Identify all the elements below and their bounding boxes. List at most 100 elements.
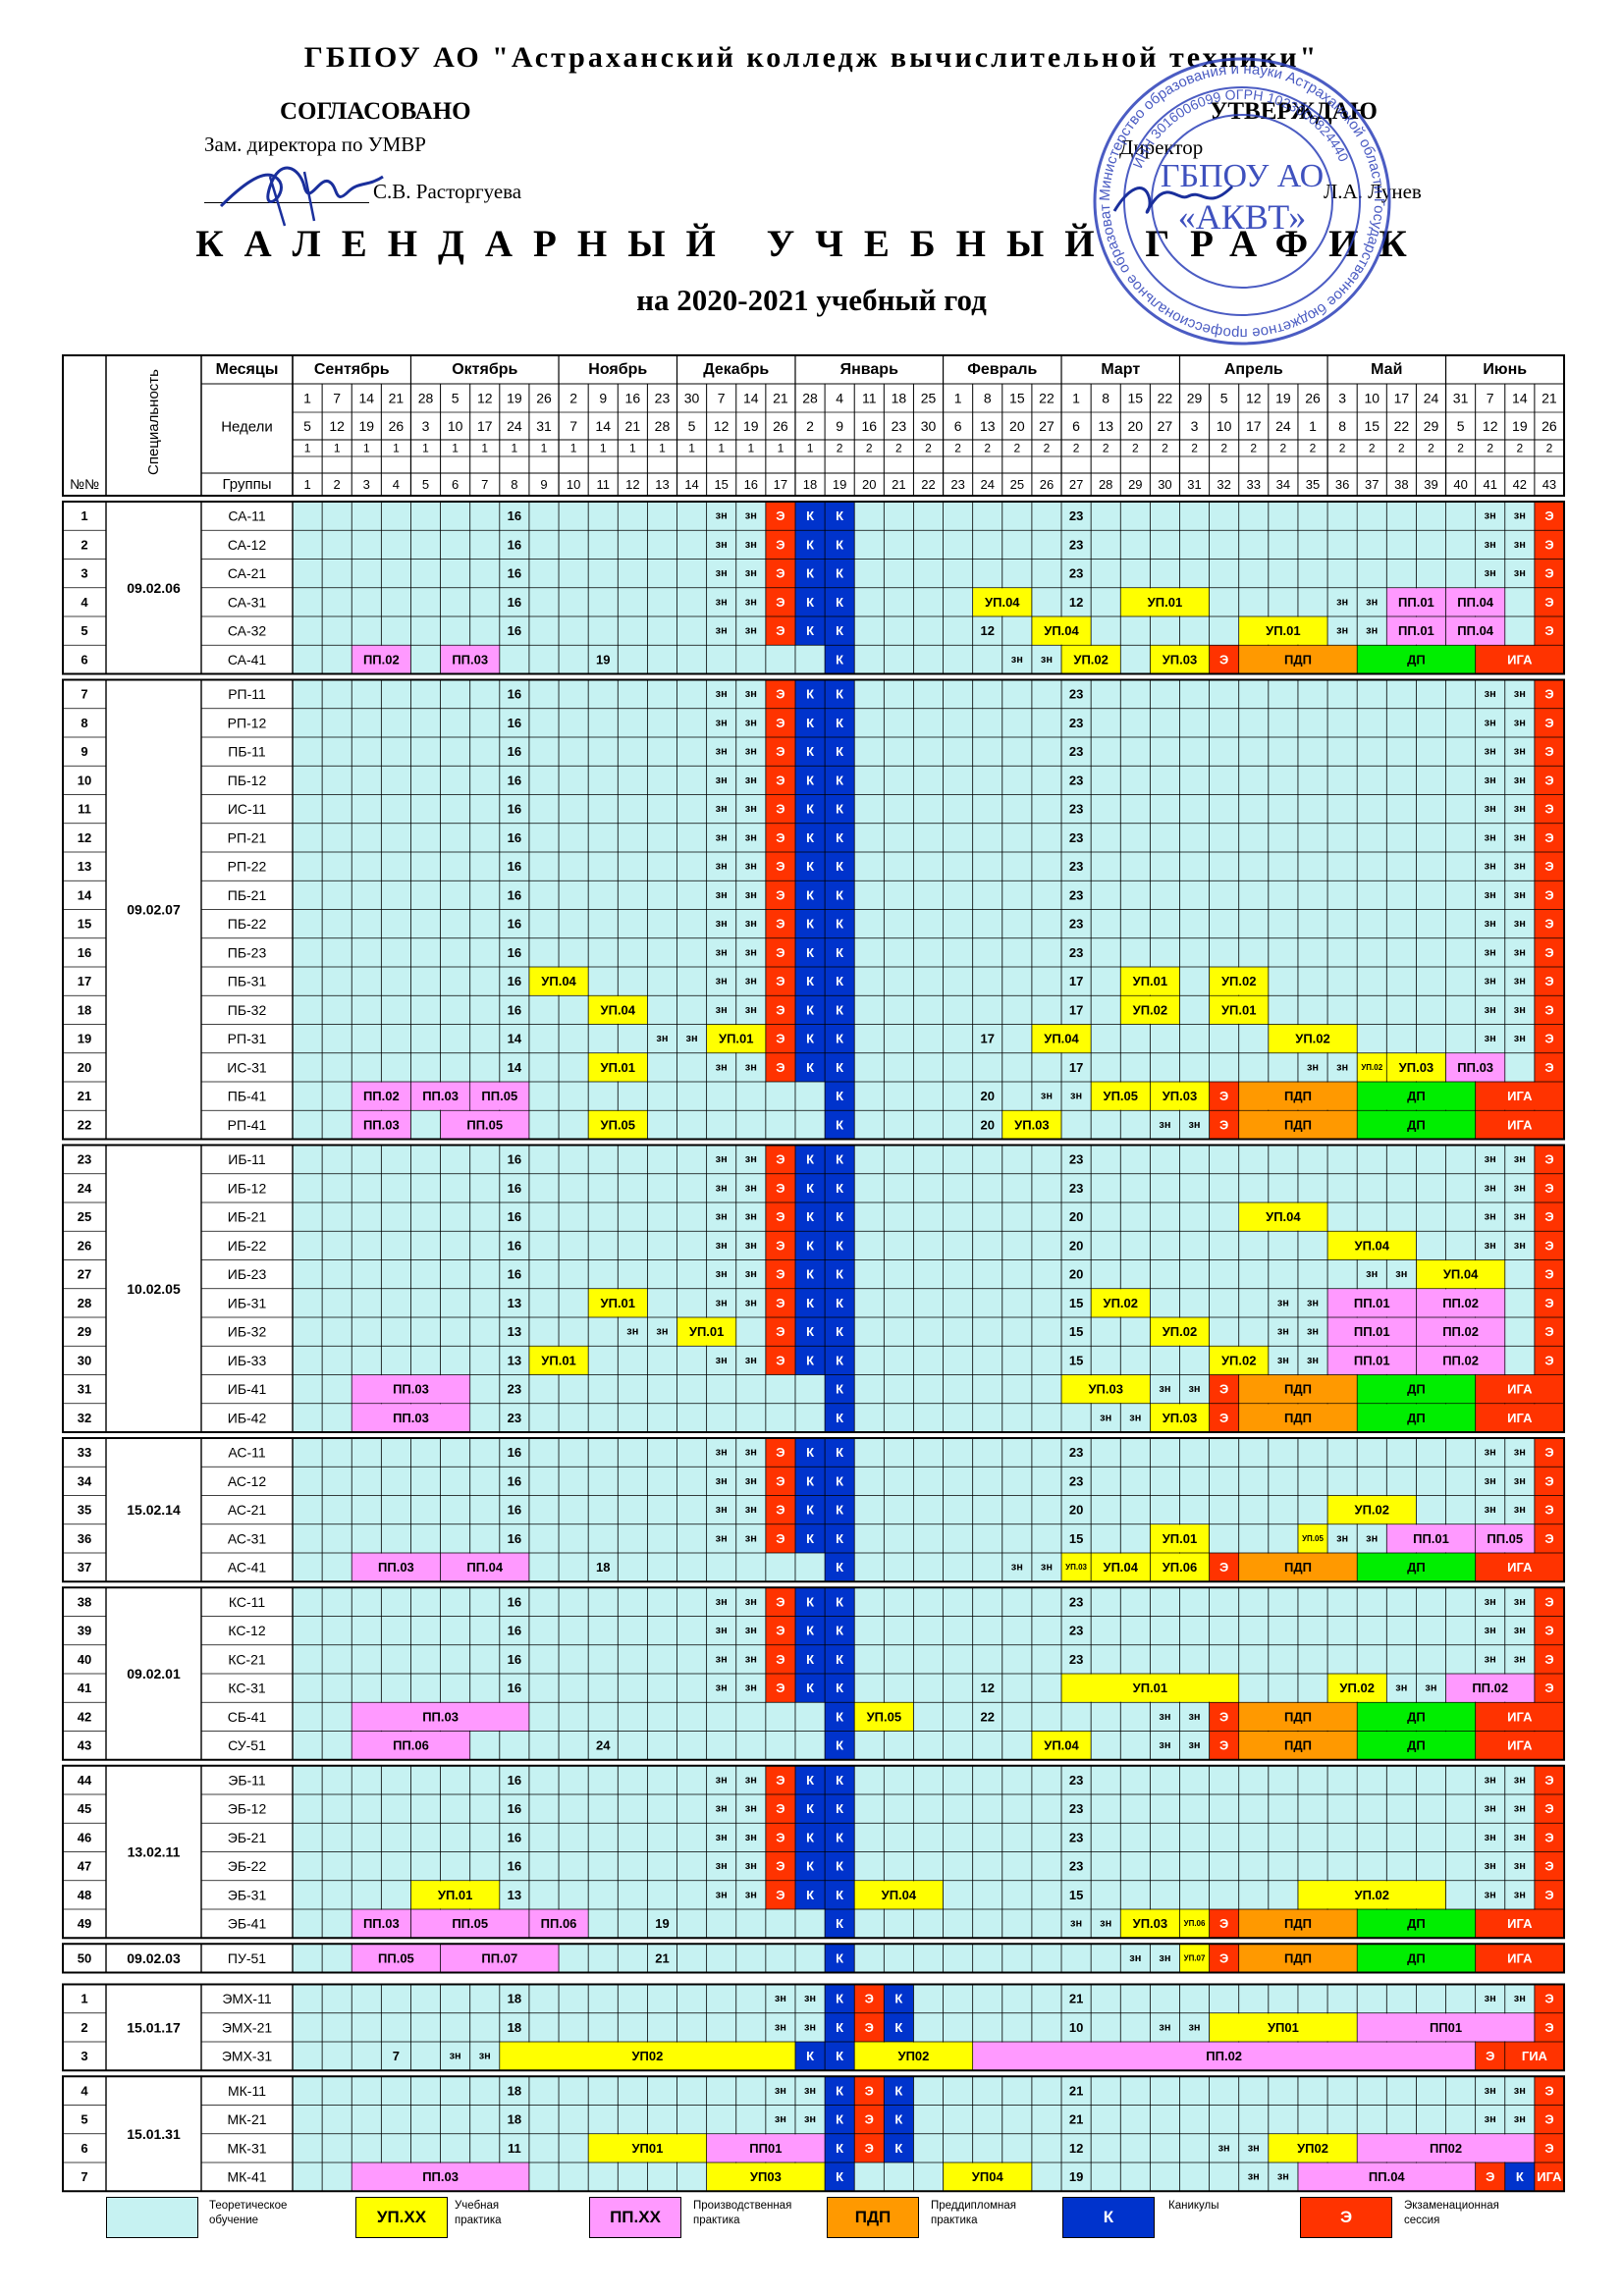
segment-label: 16 xyxy=(508,887,521,902)
segment-label: 16 xyxy=(508,1531,521,1546)
segment-span-up xyxy=(411,1881,500,1909)
segment-e xyxy=(854,1984,885,2013)
segment-label: К xyxy=(806,1681,814,1695)
segment-e xyxy=(1534,1317,1564,1347)
segment-label: зн xyxy=(1485,1993,1496,2004)
segment-label: зн xyxy=(1514,1803,1526,1815)
segment-k xyxy=(884,2105,914,2134)
segment-label: зн xyxy=(1485,831,1496,843)
segment-label: зн xyxy=(716,1475,728,1487)
row-number: 25 xyxy=(78,1209,91,1224)
segment-label: ПП.04 xyxy=(1369,2169,1406,2184)
row-number: 4 xyxy=(81,2083,88,2098)
segment-label: зн xyxy=(1366,1532,1378,1544)
week-start: 21 xyxy=(389,391,405,406)
week-end: 28 xyxy=(655,418,671,434)
segment-up xyxy=(1179,1944,1210,1973)
segment-label: К xyxy=(836,2020,843,2035)
week-number: 22 xyxy=(921,477,935,492)
segment-label: Э xyxy=(1544,687,1553,702)
segment-label: К xyxy=(836,1002,843,1017)
semester-number: 2 xyxy=(1398,442,1405,455)
segment-label: УП.02 xyxy=(1361,1063,1382,1072)
segment-e xyxy=(854,2076,885,2106)
segment-span-up xyxy=(1386,1053,1445,1082)
segment-label: Э xyxy=(776,945,784,960)
segment-label: Э xyxy=(776,859,784,874)
segment-label: К xyxy=(806,887,814,902)
segment-k xyxy=(825,737,855,767)
segment-label: К xyxy=(836,1473,843,1488)
group-name: АС-41 xyxy=(228,1560,267,1575)
group-name: ИС-11 xyxy=(228,801,267,817)
week-number: 33 xyxy=(1247,477,1261,492)
segment-label: 10 xyxy=(1069,2020,1083,2035)
segment-label: ПП.05 xyxy=(378,1950,414,1965)
group-name: МК-21 xyxy=(227,2111,266,2127)
segment-e xyxy=(1475,2042,1505,2071)
segment-label: УП.04 xyxy=(1354,1238,1389,1253)
segment-e xyxy=(765,967,795,996)
segment-k xyxy=(825,1702,855,1732)
segment-label: УП.07 xyxy=(1184,1953,1206,1962)
week-end: 26 xyxy=(773,418,788,434)
row-number: 38 xyxy=(78,1594,91,1609)
segment-k xyxy=(884,2133,914,2163)
segment-span-pp xyxy=(470,1082,529,1110)
week-end: 23 xyxy=(892,418,907,434)
segment-label: зн xyxy=(745,1004,757,1016)
segment-label: Э xyxy=(1544,830,1553,845)
week-end: 20 xyxy=(1128,418,1144,434)
segment-label: К xyxy=(836,1267,843,1282)
segment-k xyxy=(794,909,826,938)
segment-label: зн xyxy=(804,2021,816,2033)
legend-text-pp: Производственная практика xyxy=(693,2200,792,2226)
segment-label: 23 xyxy=(508,1382,521,1397)
week-start: 9 xyxy=(599,391,607,406)
row-number: 2 xyxy=(81,2020,87,2035)
legend-swatch-theory xyxy=(106,2197,198,2238)
semester-number: 2 xyxy=(925,442,932,455)
segment-label: ПП.02 xyxy=(363,1089,400,1103)
segment-label: Э xyxy=(776,744,784,759)
segment-label: К xyxy=(894,2141,902,2156)
segment-label: зн xyxy=(745,1475,757,1487)
row-number: 6 xyxy=(81,2141,87,2156)
segment-e xyxy=(1209,645,1239,674)
segment-e xyxy=(765,1173,795,1202)
segment-label: ИГА xyxy=(1507,1738,1533,1753)
segment-label: 18 xyxy=(508,2112,521,2127)
segment-e xyxy=(1209,1731,1239,1760)
segment-span-dp xyxy=(1357,1909,1476,1938)
segment-label: зн xyxy=(1011,654,1023,666)
segment-label: Э xyxy=(1544,1060,1553,1075)
segment-label: зн xyxy=(775,2021,786,2033)
segment-label: зн xyxy=(716,976,728,988)
row-number: 7 xyxy=(81,2169,87,2184)
segment-label: Э xyxy=(1544,2083,1553,2098)
segment-span-up xyxy=(1150,1317,1210,1346)
semester-number: 2 xyxy=(1546,442,1553,455)
row-number: 41 xyxy=(78,1681,91,1695)
segment-label: зн xyxy=(1129,1412,1141,1423)
week-number: 16 xyxy=(744,477,758,492)
week-start: 12 xyxy=(477,391,493,406)
segment-label: УП02 xyxy=(631,2049,663,2063)
segment-k xyxy=(794,1173,826,1202)
segment-span-dp xyxy=(1357,1702,1476,1731)
segment-label: 16 xyxy=(508,595,521,610)
segment-e xyxy=(765,1851,795,1881)
segment-label: 16 xyxy=(508,917,521,932)
segment-label: Э xyxy=(776,917,784,932)
segment-label: зн xyxy=(1514,946,1526,958)
segment-span-up xyxy=(1032,1025,1091,1053)
segment-label: 15 xyxy=(1069,1296,1083,1310)
segment-span-pp xyxy=(973,2042,1476,2070)
segment-k xyxy=(794,708,826,737)
segment-label: УП.03 xyxy=(1065,1563,1087,1572)
group-name: КС-31 xyxy=(228,1681,266,1696)
segment-label: 17 xyxy=(1069,974,1083,988)
segment-e xyxy=(765,1467,795,1496)
segment-span-up xyxy=(1269,2134,1357,2163)
segment-label: 17 xyxy=(1069,1060,1083,1075)
